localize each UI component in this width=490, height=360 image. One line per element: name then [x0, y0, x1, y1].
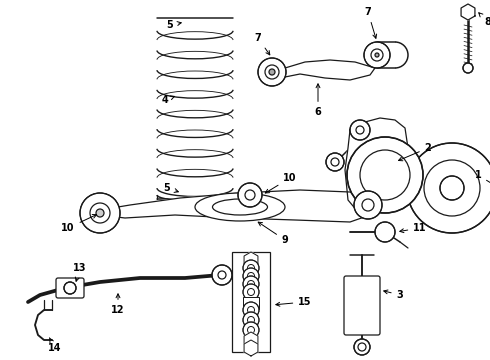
- Circle shape: [243, 276, 259, 292]
- Circle shape: [212, 265, 232, 285]
- Text: 4: 4: [162, 95, 174, 105]
- Ellipse shape: [195, 193, 285, 221]
- Text: 14: 14: [48, 338, 62, 353]
- Text: 2: 2: [398, 143, 431, 161]
- Circle shape: [347, 137, 423, 213]
- Circle shape: [96, 209, 104, 217]
- Polygon shape: [244, 252, 258, 268]
- Circle shape: [375, 53, 379, 57]
- Circle shape: [64, 282, 76, 294]
- Polygon shape: [244, 332, 258, 348]
- Text: 8: 8: [479, 13, 490, 27]
- Circle shape: [364, 42, 390, 68]
- Circle shape: [243, 302, 259, 318]
- Circle shape: [258, 58, 286, 86]
- Circle shape: [407, 143, 490, 233]
- Text: 10: 10: [61, 215, 97, 233]
- Text: 7: 7: [255, 33, 270, 55]
- Text: 10: 10: [265, 173, 297, 193]
- Bar: [243, 297, 259, 309]
- Circle shape: [269, 69, 275, 75]
- Text: 6: 6: [315, 84, 321, 117]
- Circle shape: [243, 312, 259, 328]
- Circle shape: [463, 63, 473, 73]
- Text: 5: 5: [167, 20, 181, 30]
- Circle shape: [80, 193, 120, 233]
- Text: 1: 1: [475, 170, 490, 186]
- Polygon shape: [268, 60, 375, 80]
- Text: 13: 13: [73, 263, 87, 281]
- Circle shape: [243, 284, 259, 300]
- Circle shape: [243, 260, 259, 276]
- Circle shape: [350, 120, 370, 140]
- Text: 7: 7: [365, 7, 377, 38]
- Text: 3: 3: [384, 290, 403, 300]
- Circle shape: [354, 191, 382, 219]
- Polygon shape: [244, 340, 258, 356]
- Polygon shape: [345, 118, 408, 215]
- Bar: [232, 252, 270, 352]
- Circle shape: [238, 183, 262, 207]
- Text: 12: 12: [111, 294, 125, 315]
- Polygon shape: [100, 190, 375, 222]
- Circle shape: [440, 176, 464, 200]
- FancyBboxPatch shape: [344, 276, 380, 335]
- Text: 9: 9: [258, 222, 289, 245]
- Circle shape: [243, 322, 259, 338]
- Text: 5: 5: [164, 183, 178, 193]
- FancyBboxPatch shape: [56, 278, 84, 298]
- Text: 11: 11: [400, 223, 427, 233]
- Circle shape: [243, 268, 259, 284]
- Text: 15: 15: [276, 297, 312, 307]
- Circle shape: [375, 222, 395, 242]
- Circle shape: [326, 153, 344, 171]
- Circle shape: [354, 339, 370, 355]
- Polygon shape: [461, 4, 475, 20]
